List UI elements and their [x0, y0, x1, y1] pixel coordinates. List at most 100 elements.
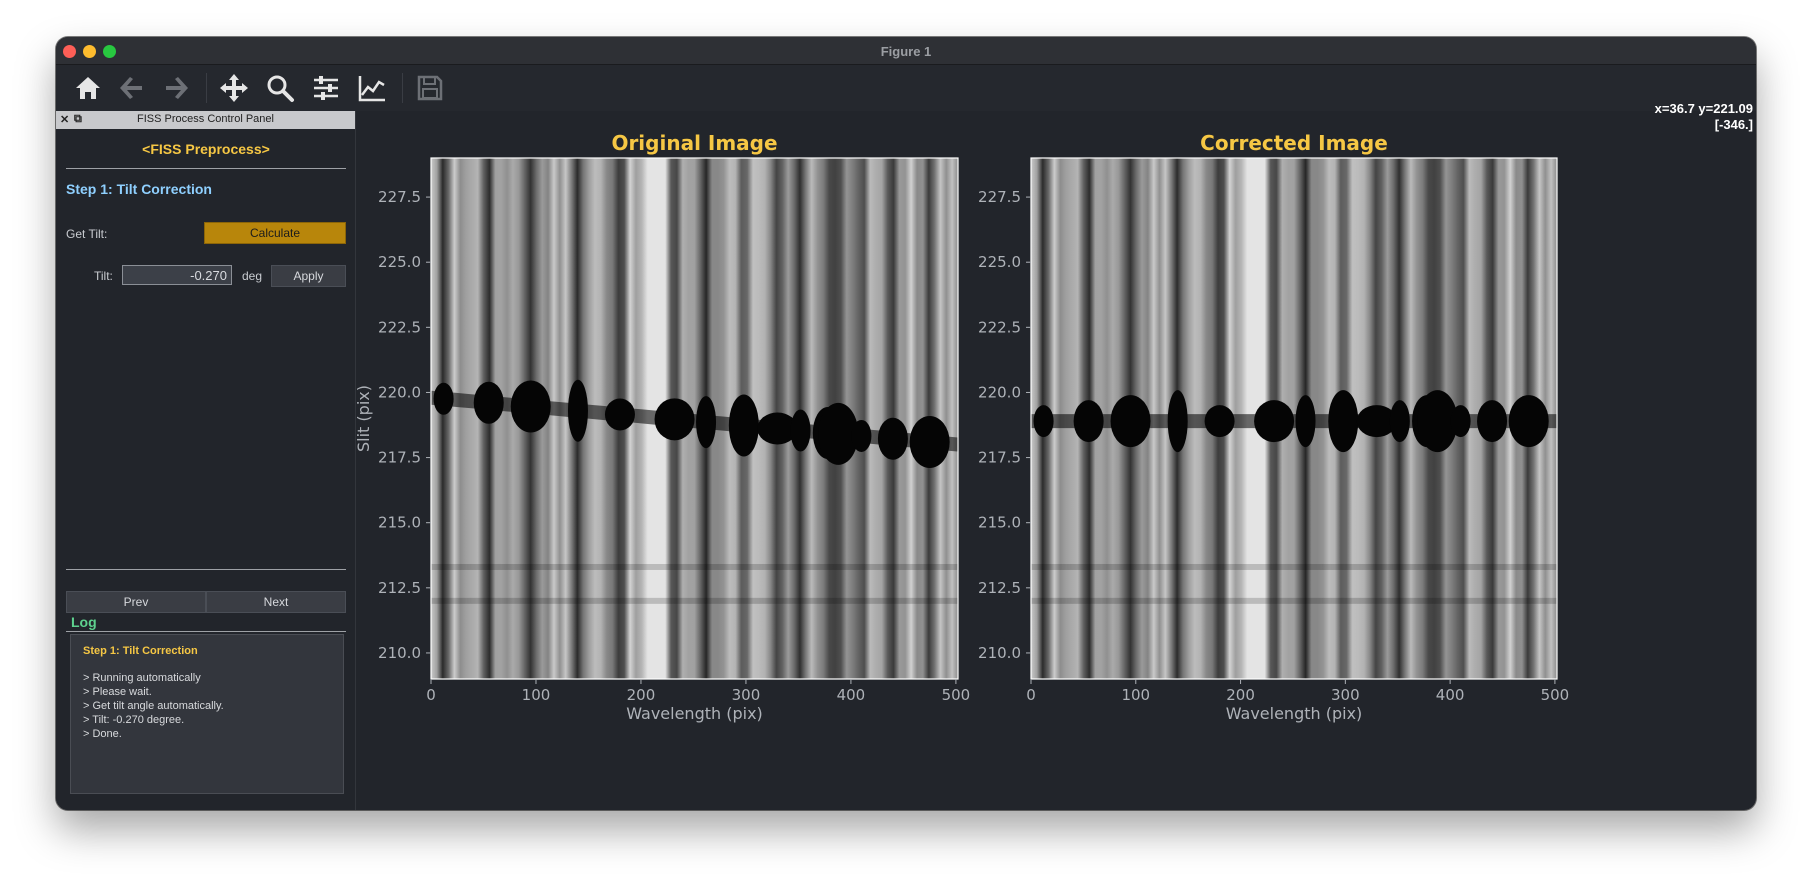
- x-tick-label: 100: [1121, 686, 1150, 704]
- dark-blob: [1073, 400, 1104, 443]
- dark-blob: [909, 416, 950, 469]
- configure-subplots-icon: [314, 76, 338, 100]
- prev-button[interactable]: Prev: [66, 591, 206, 613]
- dark-blob: [1204, 405, 1235, 438]
- minimize-window-button[interactable]: [83, 45, 96, 58]
- y-tick-label: 215.0: [378, 514, 421, 532]
- x-tick-label: 400: [837, 686, 866, 704]
- y-tick-label: 217.5: [978, 449, 1021, 467]
- coords-line2: [-346.]: [1714, 117, 1753, 132]
- x-tick-label: 500: [942, 686, 971, 704]
- x-tick-label: 200: [627, 686, 656, 704]
- y-tick-label: 225.0: [978, 253, 1021, 271]
- dark-blob: [728, 394, 759, 457]
- y-tick-label: 220.0: [378, 383, 421, 401]
- get-tilt-label: Get Tilt:: [66, 227, 108, 241]
- window-title: Figure 1: [880, 44, 932, 59]
- forward-button[interactable]: [158, 71, 194, 105]
- maximize-window-button[interactable]: [103, 45, 116, 58]
- log-line: > Tilt: -0.270 degree.: [83, 714, 185, 726]
- chart-title: Corrected Image: [1200, 131, 1388, 155]
- y-tick-label: 212.5: [978, 579, 1021, 597]
- y-tick-label: 210.0: [378, 644, 421, 662]
- y-tick-label: 212.5: [378, 579, 421, 597]
- dark-blob: [1328, 390, 1359, 453]
- x-tick-label: 400: [1436, 686, 1465, 704]
- tilt-input[interactable]: -0.270: [122, 265, 232, 285]
- edit-axis-icon: [358, 76, 385, 102]
- zoom-icon: [267, 75, 294, 102]
- calculate-button[interactable]: Calculate: [204, 222, 346, 244]
- dark-blob: [790, 409, 811, 452]
- preprocess-heading: <FISS Preprocess>: [142, 141, 270, 157]
- dark-blob: [1167, 390, 1188, 453]
- apply-button[interactable]: Apply: [271, 265, 346, 287]
- pan-button[interactable]: [216, 71, 252, 105]
- next-button[interactable]: Next: [206, 591, 346, 613]
- tilt-label: Tilt:: [94, 269, 113, 283]
- step-title: Step 1: Tilt Correction: [66, 181, 212, 197]
- save-icon: [417, 75, 443, 101]
- dark-blob: [604, 398, 635, 431]
- dark-blob: [851, 419, 872, 452]
- x-axis-label: Wavelength (pix): [1226, 704, 1363, 723]
- dark-blob: [567, 379, 588, 442]
- dark-blob: [1450, 405, 1471, 438]
- panel-header: ✕ ⧉ FISS Process Control Panel: [56, 111, 355, 129]
- heatmap-image: [431, 158, 958, 679]
- y-tick-label: 225.0: [378, 253, 421, 271]
- coords-line1: x=36.7 y=221.09: [1654, 101, 1753, 116]
- panel-close-icon[interactable]: ✕: [60, 114, 70, 126]
- save-button[interactable]: [412, 71, 448, 105]
- home-button[interactable]: [70, 71, 106, 105]
- panel-float-icon[interactable]: ⧉: [74, 113, 82, 125]
- log-line: > Done.: [83, 728, 122, 740]
- y-axis-label: Slit (pix): [356, 385, 373, 452]
- title-bar: Figure 1: [56, 37, 1756, 65]
- axes-frame: [430, 157, 959, 680]
- y-tick-label: 227.5: [978, 188, 1021, 206]
- close-window-button[interactable]: [63, 45, 76, 58]
- edit-axis-button[interactable]: [354, 71, 390, 105]
- log-title: Log: [71, 614, 97, 630]
- figure-window: Figure 1 x=: [56, 37, 1756, 810]
- dark-blob: [818, 402, 859, 465]
- toolbar: x=36.7 y=221.09 [-346.]: [56, 65, 1756, 132]
- pan-icon: [220, 74, 248, 102]
- dark-blob: [1110, 395, 1151, 448]
- y-tick-label: 227.5: [378, 188, 421, 206]
- divider: [66, 168, 346, 169]
- plot-canvas[interactable]: Original Image 0 100 200 300 400 500 210.0 212.5…: [356, 111, 1756, 810]
- log-line: > Please wait.: [83, 686, 152, 698]
- x-tick-label: 0: [1026, 686, 1036, 704]
- plot-area[interactable]: Original Image 0 100 200 300 400 500 210.0 212.5…: [356, 111, 1756, 810]
- dark-blob: [1356, 405, 1397, 438]
- y-tick-label: 222.5: [378, 318, 421, 336]
- y-tick-label: 222.5: [978, 318, 1021, 336]
- dark-blob: [510, 380, 551, 433]
- back-button[interactable]: [114, 71, 150, 105]
- dark-blob: [1508, 395, 1549, 448]
- log-box[interactable]: Step 1: Tilt Correction > Running automa…: [70, 634, 344, 794]
- x-tick-label: 500: [1541, 686, 1570, 704]
- dark-blob: [1389, 400, 1410, 443]
- dark-blob: [1295, 395, 1316, 448]
- log-line: > Running automatically: [83, 672, 201, 684]
- zoom-button[interactable]: [262, 71, 298, 105]
- dark-blob: [1254, 400, 1295, 443]
- cursor-coordinates: x=36.7 y=221.09 [-346.]: [1655, 101, 1753, 133]
- heatmap-image: [1031, 158, 1557, 679]
- dark-blob: [757, 412, 798, 445]
- y-tick-label: 210.0: [978, 644, 1021, 662]
- panel-title: FISS Process Control Panel: [137, 113, 274, 125]
- dark-blob: [696, 396, 717, 449]
- divider: [66, 631, 346, 632]
- configure-subplots-button[interactable]: [308, 71, 344, 105]
- dark-blob: [1417, 390, 1458, 453]
- log-heading: Step 1: Tilt Correction: [83, 645, 198, 657]
- forward-arrow-icon: [166, 77, 188, 99]
- axes-frame: [1030, 157, 1558, 680]
- dark-blob: [433, 382, 454, 415]
- dark-blob: [1477, 400, 1508, 443]
- divider: [66, 569, 346, 570]
